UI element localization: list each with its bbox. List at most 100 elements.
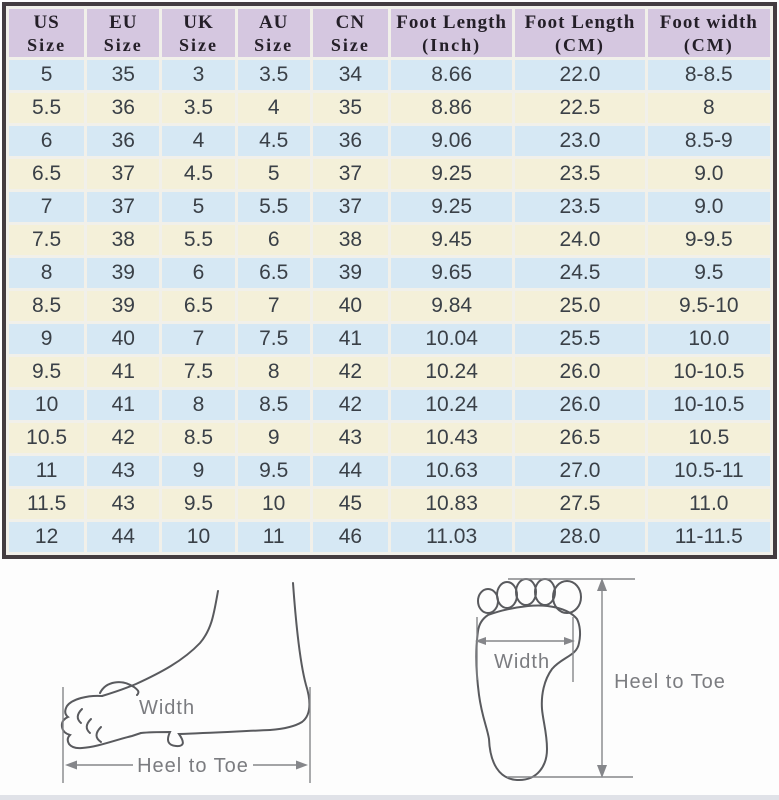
foot-sole-line	[140, 729, 271, 748]
table-cell: 42	[312, 390, 388, 420]
table-cell: 3.5	[237, 60, 310, 90]
table-cell: 40	[87, 324, 160, 354]
table-cell: 34	[312, 60, 388, 90]
table-cell: 6	[162, 258, 235, 288]
side-width-label: Width	[139, 697, 195, 719]
table-cell: 39	[87, 258, 160, 288]
table-cell: 35	[312, 93, 388, 123]
table-cell: 6.5	[9, 159, 85, 189]
table-cell: 5.5	[162, 225, 235, 255]
column-header: Foot Length (Inch)	[390, 9, 513, 57]
table-cell: 46	[312, 522, 388, 552]
table-cell: 8.5	[162, 423, 235, 453]
table-cell: 37	[312, 159, 388, 189]
table-cell: 8.5	[237, 390, 310, 420]
table-cell: 6	[237, 225, 310, 255]
table-cell: 10	[162, 522, 235, 552]
toe-pinky	[477, 588, 499, 614]
table-row: 8.5 39 6.5 7 40 9.84 25.0 9.5-10	[9, 291, 770, 321]
table-row: 6 36 4 4.5 36 9.06 23.0 8.5-9	[9, 126, 770, 156]
table-cell: 9.06	[390, 126, 513, 156]
table-row: 5.5 36 3.5 4 35 8.86 22.5 8	[9, 93, 770, 123]
table-cell: 8	[162, 390, 235, 420]
size-table: US Size EU Size UK Size AU Size CN Size Foot Lengt…	[6, 6, 773, 555]
table-cell: 39	[312, 258, 388, 288]
table-cell: 9.5	[647, 258, 770, 288]
table-cell: 4	[237, 93, 310, 123]
table-cell: 9.84	[390, 291, 513, 321]
table-cell: 6	[9, 126, 85, 156]
column-header: CN Size	[312, 9, 388, 57]
toe-big	[552, 580, 582, 614]
table-cell: 38	[312, 225, 388, 255]
table-cell: 10.24	[390, 390, 513, 420]
table-cell: 7.5	[9, 225, 85, 255]
table-cell: 8	[9, 258, 85, 288]
arrowhead-right	[564, 637, 575, 645]
footprint-width-label: Width	[494, 651, 550, 673]
table-cell: 22.0	[515, 60, 645, 90]
table-cell: 9-9.5	[647, 225, 770, 255]
table-cell: 7	[162, 324, 235, 354]
table-cell: 10.83	[390, 489, 513, 519]
table-cell: 9.65	[390, 258, 513, 288]
table-row: 7.5 38 5.5 6 38 9.45 24.0 9-9.5	[9, 225, 770, 255]
toe-crease-3	[95, 726, 102, 743]
table-row: 10.5 42 8.5 9 43 10.43 26.5 10.5	[9, 423, 770, 453]
toe-crease-1	[76, 708, 83, 724]
header-row: US Size EU Size UK Size AU Size CN Size Foot Lengt…	[9, 9, 770, 57]
table-cell: 9	[162, 456, 235, 486]
table-cell: 8.66	[390, 60, 513, 90]
size-conversion-table: US Size EU Size UK Size AU Size CN Size Foot Lengt…	[2, 2, 777, 559]
table-cell: 10-10.5	[647, 390, 770, 420]
table-cell: 26.0	[515, 390, 645, 420]
table-cell: 35	[87, 60, 160, 90]
table-cell: 43	[312, 423, 388, 453]
arrowhead-left	[65, 760, 77, 770]
table-cell: 9.25	[390, 159, 513, 189]
table-cell: 4.5	[162, 159, 235, 189]
table-cell: 3.5	[162, 93, 235, 123]
table-cell: 5	[237, 159, 310, 189]
table-cell: 9.0	[647, 192, 770, 222]
table-cell: 43	[87, 456, 160, 486]
table-cell: 9.5	[162, 489, 235, 519]
table-cell: 23.5	[515, 159, 645, 189]
table-cell: 5.5	[9, 93, 85, 123]
table-cell: 11	[237, 522, 310, 552]
table-cell: 8	[237, 357, 310, 387]
arrowhead-left	[475, 637, 486, 645]
measurement-diagrams: Width Heel to Toe Width He	[0, 559, 779, 800]
table-row: 11.5 43 9.5 10 45 10.83 27.5 11.0	[9, 489, 770, 519]
table-cell: 9.25	[390, 192, 513, 222]
table-row: 11 43 9 9.5 44 10.63 27.0 10.5-11	[9, 456, 770, 486]
table-cell: 11-11.5	[647, 522, 770, 552]
table-cell: 24.5	[515, 258, 645, 288]
table-cell: 8.5	[9, 291, 85, 321]
column-header: US Size	[9, 9, 85, 57]
toe-crease-2	[85, 718, 92, 734]
table-cell: 9.5	[9, 357, 85, 387]
table-cell: 27.5	[515, 489, 645, 519]
table-row: 8 39 6 6.5 39 9.65 24.5 9.5	[9, 258, 770, 288]
table-cell: 7	[9, 192, 85, 222]
table-body: 5 35 3 3.5 34 8.66 22.0 8-8.5 5.5 36 3.5 4 35 8.86 22.…	[9, 60, 770, 552]
table-cell: 28.0	[515, 522, 645, 552]
table-row: 9 40 7 7.5 41 10.04 25.5 10.0	[9, 324, 770, 354]
foot-knuckle-arc	[99, 681, 140, 696]
table-cell: 23.0	[515, 126, 645, 156]
table-cell: 36	[87, 126, 160, 156]
table-cell: 10	[9, 390, 85, 420]
table-cell: 5	[162, 192, 235, 222]
table-cell: 25.0	[515, 291, 645, 321]
column-header: Foot width (CM)	[647, 9, 770, 57]
bottom-edge-strip	[0, 795, 779, 800]
toe-fourth	[496, 581, 518, 609]
table-cell: 10.04	[390, 324, 513, 354]
table-cell: 11.03	[390, 522, 513, 552]
table-cell: 9.5-10	[647, 291, 770, 321]
table-cell: 3	[162, 60, 235, 90]
table-cell: 41	[87, 357, 160, 387]
table-cell: 6.5	[162, 291, 235, 321]
table-cell: 10-10.5	[647, 357, 770, 387]
